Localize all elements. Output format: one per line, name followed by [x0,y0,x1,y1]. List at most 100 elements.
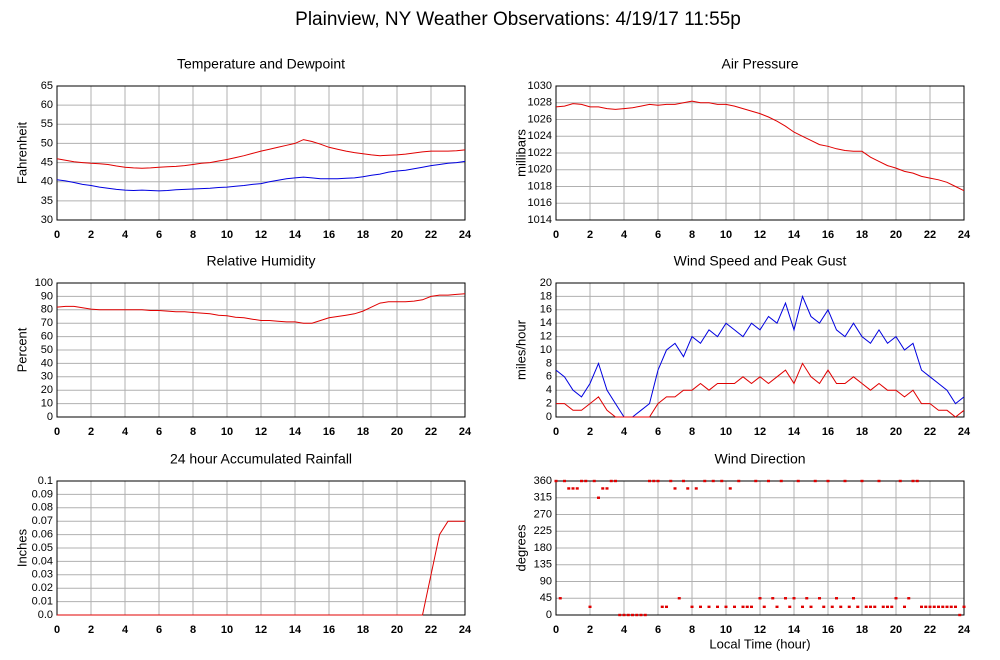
x-tick-label: 2 [587,426,593,438]
data-point [716,605,719,609]
y-tick-label: 1016 [528,197,552,209]
data-point [609,479,613,483]
y-axis-label: Percent [14,327,29,372]
x-tick-label: 10 [221,426,233,438]
data-line [556,362,965,418]
y-tick-label: 50 [41,344,53,356]
data-point [941,605,945,609]
x-tick-label: 24 [459,229,472,241]
x-tick-label: 2 [587,229,593,241]
data-point [601,487,605,490]
y-tick-label: 0.06 [32,529,53,541]
data-point [924,605,928,609]
data-point [597,496,600,499]
x-tick-label: 4 [621,624,628,636]
data-point [567,487,571,490]
y-tick-label: 0.03 [32,569,53,581]
data-point [898,479,902,483]
data-point [864,605,868,609]
data-point [920,605,923,609]
data-point [945,605,949,609]
y-tick-label: 100 [35,277,53,289]
y-tick-label: 1022 [528,147,552,159]
x-tick-label: 18 [856,229,868,241]
data-point [643,613,647,617]
data-point [788,605,792,609]
data-point [558,597,562,600]
chart-title: Relative Humidity [207,253,316,269]
x-tick-label: 18 [856,624,868,636]
y-tick-label: 4 [546,384,552,396]
x-tick-label: 0 [553,624,559,636]
y-tick-label: 6 [546,371,552,383]
x-tick-label: 24 [958,624,971,636]
x-tick-label: 0 [553,426,559,438]
data-point [699,605,702,609]
chart-title: Air Pressure [721,56,798,72]
data-point [733,605,736,609]
y-tick-label: 0.1 [38,475,53,487]
x-tick-label: 4 [621,426,628,438]
y-tick-label: 20 [540,277,552,289]
data-point [639,613,643,617]
x-tick-label: 8 [689,229,695,241]
y-tick-label: 0.01 [32,596,53,608]
x-tick-label: 22 [425,624,437,636]
y-tick-label: 1030 [528,80,552,92]
x-tick-label: 14 [788,624,801,636]
y-tick-label: 0.0 [38,609,53,621]
x-tick-label: 8 [190,229,196,241]
data-point [847,605,851,609]
data-line [56,293,466,324]
y-tick-label: 0.05 [32,542,53,554]
data-point [660,605,664,609]
x-tick-label: 10 [720,426,732,438]
data-point [907,597,911,600]
y-tick-label: 0.04 [32,555,53,567]
x-tick-label: 6 [156,229,162,241]
x-tick-label: 4 [122,229,129,241]
y-tick-label: 360 [534,475,552,487]
y-tick-label: 40 [41,357,53,369]
x-tick-label: 16 [822,624,834,636]
x-tick-label: 22 [924,624,936,636]
x-tick-label: 18 [357,426,369,438]
y-tick-label: 0.08 [32,502,53,514]
x-tick-label: 22 [425,229,437,241]
data-point [894,597,898,600]
data-point [762,605,766,609]
data-point [784,597,787,600]
x-tick-label: 12 [255,229,267,241]
x-tick-label: 20 [391,624,403,636]
data-point [779,479,783,483]
x-tick-label: 20 [391,229,403,241]
x-tick-label: 14 [788,426,801,438]
x-tick-label: 14 [289,624,302,636]
data-line [57,520,465,616]
data-point [830,605,834,609]
x-tick-label: 0 [54,624,60,636]
data-point [750,605,753,609]
y-tick-label: 45 [41,156,53,168]
data-point [580,479,583,483]
x-tick-label: 14 [289,229,302,241]
data-point [711,479,715,483]
x-tick-label: 24 [958,426,971,438]
y-tick-label: 0 [546,411,552,423]
y-tick-label: 20 [41,384,53,396]
data-point [588,605,592,609]
x-tick-label: 22 [924,229,936,241]
data-point [741,605,745,609]
data-point [886,605,889,609]
x-tick-label: 18 [856,426,868,438]
y-tick-label: 90 [41,290,53,302]
chart-title: 24 hour Accumulated Rainfall [170,451,352,467]
x-tick-label: 8 [689,426,695,438]
y-tick-label: 1024 [528,130,552,142]
data-point [809,605,813,609]
x-tick-label: 2 [88,624,94,636]
y-axis-label: Fahrenheit [14,122,29,185]
data-point [818,597,821,600]
data-point [686,487,690,490]
y-axis-label: Inches [14,528,29,567]
